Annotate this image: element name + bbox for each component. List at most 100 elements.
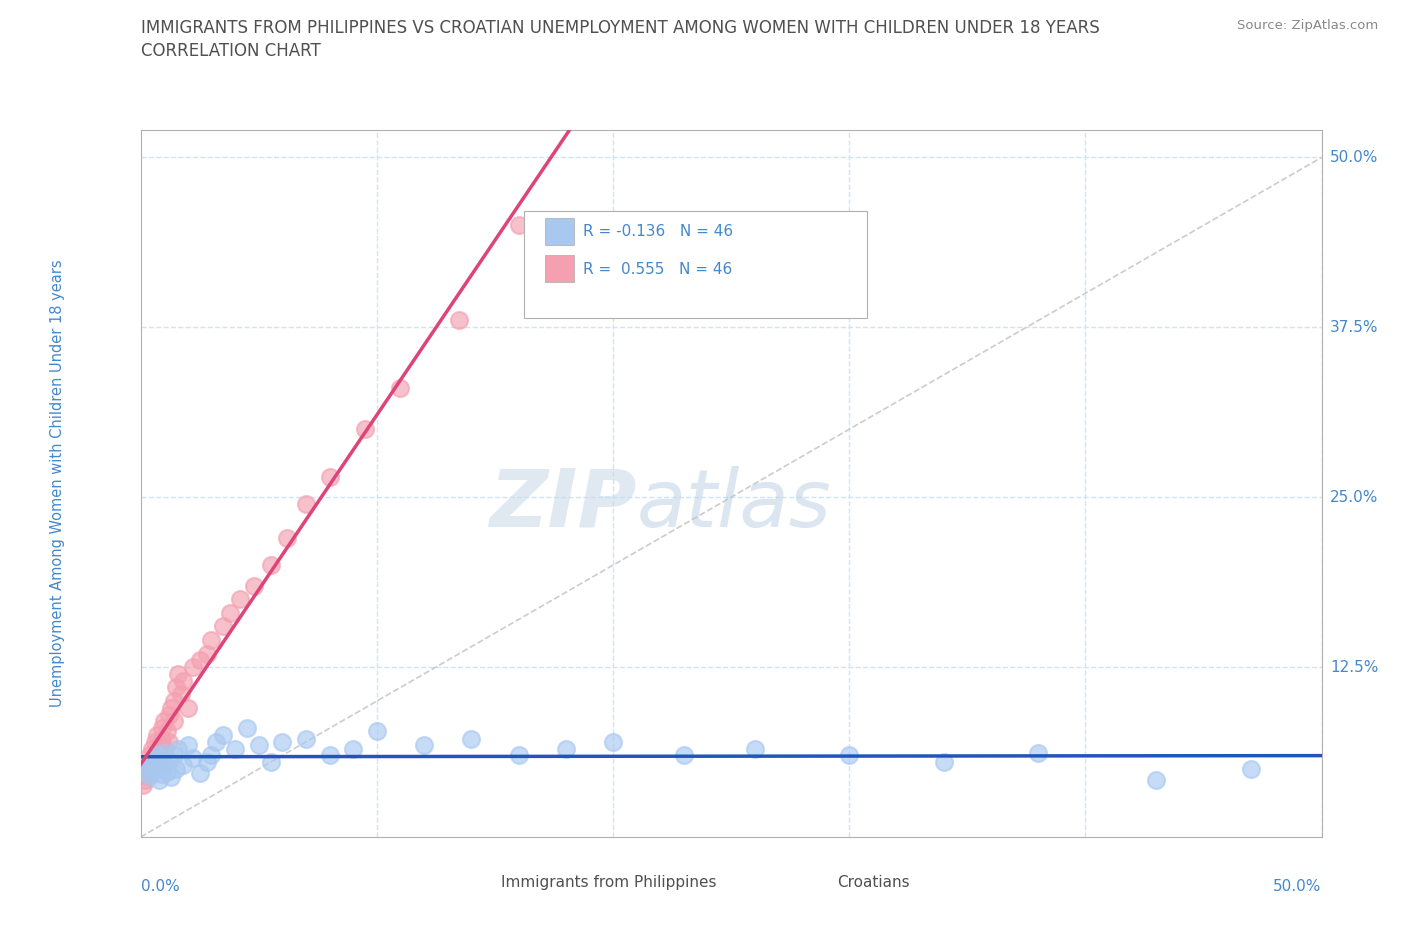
- Point: [153, 741, 176, 756]
- FancyBboxPatch shape: [808, 872, 831, 894]
- Text: Source: ZipAtlas.com: Source: ZipAtlas.com: [1237, 19, 1378, 32]
- Point: [148, 751, 170, 765]
- Point: [318, 470, 340, 485]
- Point: [672, 748, 695, 763]
- Point: [195, 755, 218, 770]
- Point: [177, 700, 200, 715]
- Point: [295, 732, 318, 747]
- Point: [181, 659, 204, 674]
- Point: [160, 770, 183, 785]
- Point: [150, 721, 173, 736]
- Point: [150, 732, 173, 747]
- Point: [219, 605, 242, 620]
- FancyBboxPatch shape: [524, 211, 868, 317]
- Point: [143, 735, 166, 750]
- Point: [188, 765, 211, 780]
- Point: [153, 756, 176, 771]
- Point: [354, 422, 377, 437]
- Point: [132, 777, 155, 792]
- Point: [148, 737, 170, 752]
- Point: [136, 755, 159, 770]
- Point: [146, 745, 169, 760]
- Point: [163, 714, 186, 729]
- Point: [243, 578, 266, 593]
- Point: [141, 755, 163, 770]
- Point: [139, 768, 162, 783]
- Point: [229, 591, 252, 606]
- Point: [139, 748, 162, 763]
- Point: [247, 737, 270, 752]
- Point: [167, 741, 190, 756]
- Point: [200, 748, 222, 763]
- Point: [449, 313, 471, 328]
- Point: [143, 751, 166, 765]
- Point: [153, 714, 176, 729]
- Point: [1026, 745, 1049, 760]
- Point: [143, 762, 166, 777]
- Point: [276, 530, 298, 545]
- Point: [177, 737, 200, 752]
- Point: [150, 767, 173, 782]
- Text: Immigrants from Philippines: Immigrants from Philippines: [501, 875, 716, 890]
- Text: Unemployment Among Women with Children Under 18 years: Unemployment Among Women with Children U…: [51, 259, 66, 708]
- Point: [136, 768, 159, 783]
- Point: [259, 755, 281, 770]
- Text: 37.5%: 37.5%: [1330, 320, 1378, 335]
- Point: [838, 748, 860, 763]
- Point: [460, 732, 482, 747]
- Point: [413, 737, 436, 752]
- Point: [139, 764, 162, 779]
- Text: 25.0%: 25.0%: [1330, 490, 1378, 505]
- Point: [170, 687, 193, 702]
- Point: [134, 773, 156, 788]
- Point: [602, 735, 624, 750]
- Point: [153, 745, 176, 760]
- FancyBboxPatch shape: [471, 872, 495, 894]
- Point: [160, 700, 183, 715]
- Point: [188, 653, 211, 668]
- Text: 12.5%: 12.5%: [1330, 659, 1378, 674]
- Point: [134, 764, 156, 779]
- Text: 0.0%: 0.0%: [141, 880, 180, 895]
- Point: [167, 667, 190, 682]
- Point: [259, 558, 281, 573]
- Text: R =  0.555   N = 46: R = 0.555 N = 46: [583, 262, 733, 277]
- Text: IMMIGRANTS FROM PHILIPPINES VS CROATIAN UNEMPLOYMENT AMONG WOMEN WITH CHILDREN U: IMMIGRANTS FROM PHILIPPINES VS CROATIAN …: [141, 19, 1099, 36]
- Point: [342, 741, 364, 756]
- Point: [508, 748, 530, 763]
- Point: [744, 741, 766, 756]
- FancyBboxPatch shape: [544, 256, 574, 282]
- Text: atlas: atlas: [637, 466, 831, 544]
- Point: [146, 727, 169, 742]
- Text: Croatians: Croatians: [838, 875, 910, 890]
- Point: [148, 755, 170, 770]
- Text: 50.0%: 50.0%: [1274, 880, 1322, 895]
- Point: [1144, 773, 1167, 788]
- Point: [181, 751, 204, 765]
- FancyBboxPatch shape: [544, 218, 574, 245]
- Point: [155, 724, 177, 738]
- Point: [141, 741, 163, 756]
- Point: [389, 381, 412, 396]
- Point: [554, 741, 576, 756]
- Point: [200, 632, 222, 647]
- Point: [148, 773, 170, 788]
- Point: [932, 755, 955, 770]
- Point: [157, 753, 180, 768]
- Point: [508, 218, 530, 232]
- Point: [212, 618, 235, 633]
- Point: [236, 721, 259, 736]
- Point: [271, 735, 294, 750]
- Text: CORRELATION CHART: CORRELATION CHART: [141, 42, 321, 60]
- Point: [295, 497, 318, 512]
- Point: [165, 762, 187, 777]
- Point: [157, 735, 180, 750]
- Point: [1240, 762, 1263, 777]
- Point: [163, 694, 186, 709]
- Point: [163, 748, 186, 763]
- Point: [224, 741, 246, 756]
- Point: [172, 673, 194, 688]
- Point: [205, 735, 228, 750]
- Point: [172, 758, 194, 773]
- Point: [165, 680, 187, 695]
